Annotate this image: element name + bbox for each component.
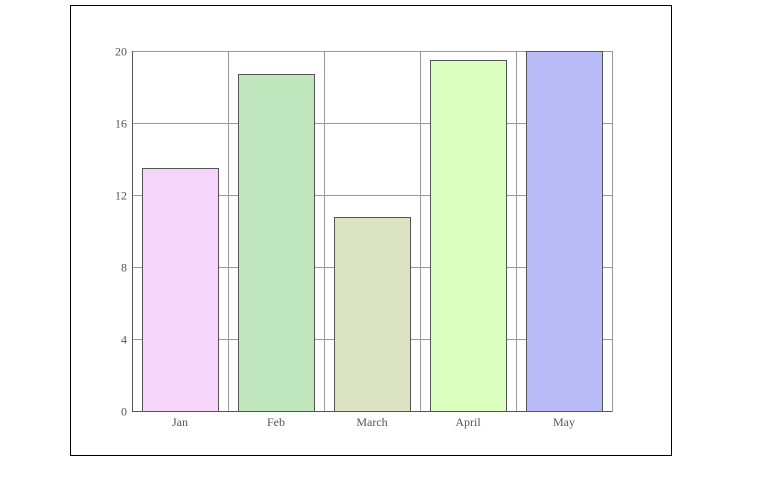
y-tick-label: 20	[115, 45, 127, 59]
bars-layer	[142, 51, 603, 412]
bar-may	[526, 51, 603, 412]
bar-jan	[142, 168, 219, 412]
labels-layer: 0 4 8 12 16 20 Jan Feb March April May	[115, 45, 575, 430]
x-tick-label: April	[455, 415, 481, 429]
bar-april	[430, 60, 507, 412]
axis-layer	[132, 51, 613, 412]
y-tick-label: 12	[115, 189, 127, 203]
bar-chart: 0 4 8 12 16 20 Jan Feb March April May	[115, 45, 613, 430]
x-tick-label: Jan	[172, 415, 188, 429]
bar-feb	[238, 74, 315, 412]
x-tick-label: May	[553, 415, 575, 429]
bar-march	[334, 217, 411, 412]
y-tick-label: 4	[121, 333, 127, 347]
y-tick-label: 8	[121, 261, 127, 275]
x-tick-label: Feb	[267, 415, 285, 429]
y-tick-label: 0	[121, 405, 127, 419]
chart-frame: 0 4 8 12 16 20 Jan Feb March April May	[70, 5, 672, 456]
y-tick-label: 16	[115, 117, 127, 131]
x-tick-label: March	[356, 415, 387, 429]
